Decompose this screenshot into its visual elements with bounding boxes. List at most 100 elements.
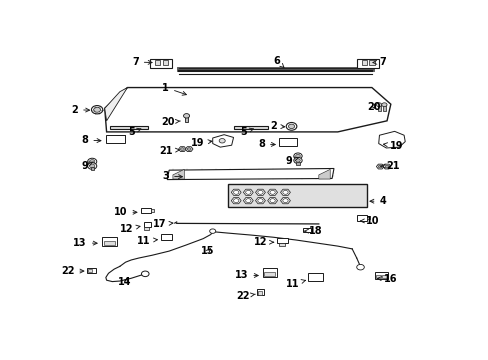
- FancyBboxPatch shape: [374, 271, 387, 279]
- Text: 2: 2: [71, 105, 89, 115]
- Circle shape: [180, 148, 184, 150]
- Text: 21: 21: [380, 161, 399, 171]
- FancyBboxPatch shape: [103, 241, 115, 245]
- Circle shape: [376, 103, 381, 107]
- Polygon shape: [376, 164, 383, 169]
- Circle shape: [89, 159, 95, 163]
- Circle shape: [187, 148, 191, 150]
- Circle shape: [295, 159, 300, 162]
- Text: 8: 8: [258, 139, 275, 149]
- Circle shape: [381, 103, 386, 107]
- FancyBboxPatch shape: [258, 291, 262, 294]
- FancyBboxPatch shape: [233, 126, 267, 129]
- FancyBboxPatch shape: [375, 275, 380, 278]
- Text: 12: 12: [120, 224, 140, 234]
- Text: 13: 13: [234, 270, 258, 280]
- Text: 20: 20: [161, 117, 180, 127]
- Circle shape: [233, 190, 238, 194]
- Circle shape: [89, 164, 95, 168]
- Text: 10: 10: [360, 216, 379, 226]
- Text: 22: 22: [61, 266, 84, 276]
- Circle shape: [257, 190, 263, 194]
- FancyBboxPatch shape: [366, 216, 369, 220]
- Circle shape: [209, 229, 215, 233]
- FancyBboxPatch shape: [279, 243, 285, 246]
- FancyBboxPatch shape: [356, 215, 366, 221]
- Polygon shape: [383, 164, 390, 169]
- Polygon shape: [318, 169, 329, 179]
- FancyBboxPatch shape: [87, 269, 92, 272]
- Polygon shape: [267, 189, 277, 195]
- FancyBboxPatch shape: [264, 272, 274, 276]
- FancyBboxPatch shape: [277, 238, 287, 243]
- Text: 9: 9: [81, 161, 93, 171]
- Text: 12: 12: [254, 237, 273, 247]
- FancyBboxPatch shape: [90, 167, 94, 170]
- Circle shape: [94, 107, 101, 112]
- Polygon shape: [243, 198, 253, 204]
- FancyBboxPatch shape: [143, 222, 151, 227]
- FancyBboxPatch shape: [184, 116, 188, 122]
- Circle shape: [293, 153, 302, 159]
- Polygon shape: [231, 198, 241, 204]
- FancyBboxPatch shape: [357, 59, 378, 68]
- Circle shape: [87, 158, 97, 165]
- Text: 19: 19: [383, 141, 403, 151]
- Text: 8: 8: [81, 135, 101, 145]
- FancyBboxPatch shape: [163, 60, 168, 66]
- Text: 4: 4: [369, 196, 386, 206]
- FancyBboxPatch shape: [382, 105, 385, 111]
- Text: 20: 20: [366, 102, 380, 112]
- FancyBboxPatch shape: [105, 135, 124, 143]
- Text: 1: 1: [162, 82, 186, 95]
- Text: 19: 19: [190, 138, 212, 148]
- FancyBboxPatch shape: [154, 60, 160, 66]
- Text: 9: 9: [285, 156, 298, 166]
- FancyBboxPatch shape: [102, 237, 117, 246]
- FancyBboxPatch shape: [377, 105, 380, 111]
- Text: 5: 5: [128, 127, 141, 137]
- Polygon shape: [105, 135, 124, 141]
- Circle shape: [91, 105, 102, 114]
- FancyBboxPatch shape: [257, 289, 264, 296]
- Circle shape: [356, 264, 364, 270]
- FancyBboxPatch shape: [87, 268, 96, 273]
- Polygon shape: [173, 169, 184, 179]
- Text: 22: 22: [236, 291, 255, 301]
- FancyBboxPatch shape: [150, 209, 154, 212]
- FancyBboxPatch shape: [143, 227, 149, 230]
- Text: 16: 16: [377, 274, 397, 284]
- Text: 3: 3: [162, 171, 182, 181]
- Circle shape: [87, 163, 97, 169]
- Polygon shape: [378, 131, 405, 148]
- Circle shape: [257, 199, 263, 203]
- Polygon shape: [243, 189, 253, 195]
- Text: 15: 15: [201, 246, 215, 256]
- Polygon shape: [255, 189, 265, 195]
- Polygon shape: [280, 198, 290, 204]
- Circle shape: [233, 199, 238, 203]
- Circle shape: [282, 199, 287, 203]
- Circle shape: [295, 154, 300, 158]
- Text: 6: 6: [273, 56, 284, 67]
- Circle shape: [269, 199, 275, 203]
- Polygon shape: [167, 168, 333, 180]
- FancyBboxPatch shape: [361, 60, 366, 66]
- Circle shape: [288, 124, 294, 129]
- Circle shape: [285, 122, 296, 130]
- FancyBboxPatch shape: [279, 138, 297, 146]
- Polygon shape: [104, 87, 127, 121]
- Text: 10: 10: [114, 207, 137, 217]
- Text: 2: 2: [270, 121, 284, 131]
- FancyBboxPatch shape: [161, 234, 171, 240]
- Text: 21: 21: [159, 146, 179, 156]
- FancyBboxPatch shape: [110, 126, 148, 129]
- FancyBboxPatch shape: [262, 268, 277, 276]
- FancyBboxPatch shape: [368, 60, 374, 66]
- Circle shape: [282, 190, 287, 194]
- Circle shape: [219, 139, 225, 143]
- FancyBboxPatch shape: [296, 162, 299, 165]
- Text: 14: 14: [118, 277, 131, 287]
- Polygon shape: [104, 87, 390, 132]
- Circle shape: [293, 157, 302, 163]
